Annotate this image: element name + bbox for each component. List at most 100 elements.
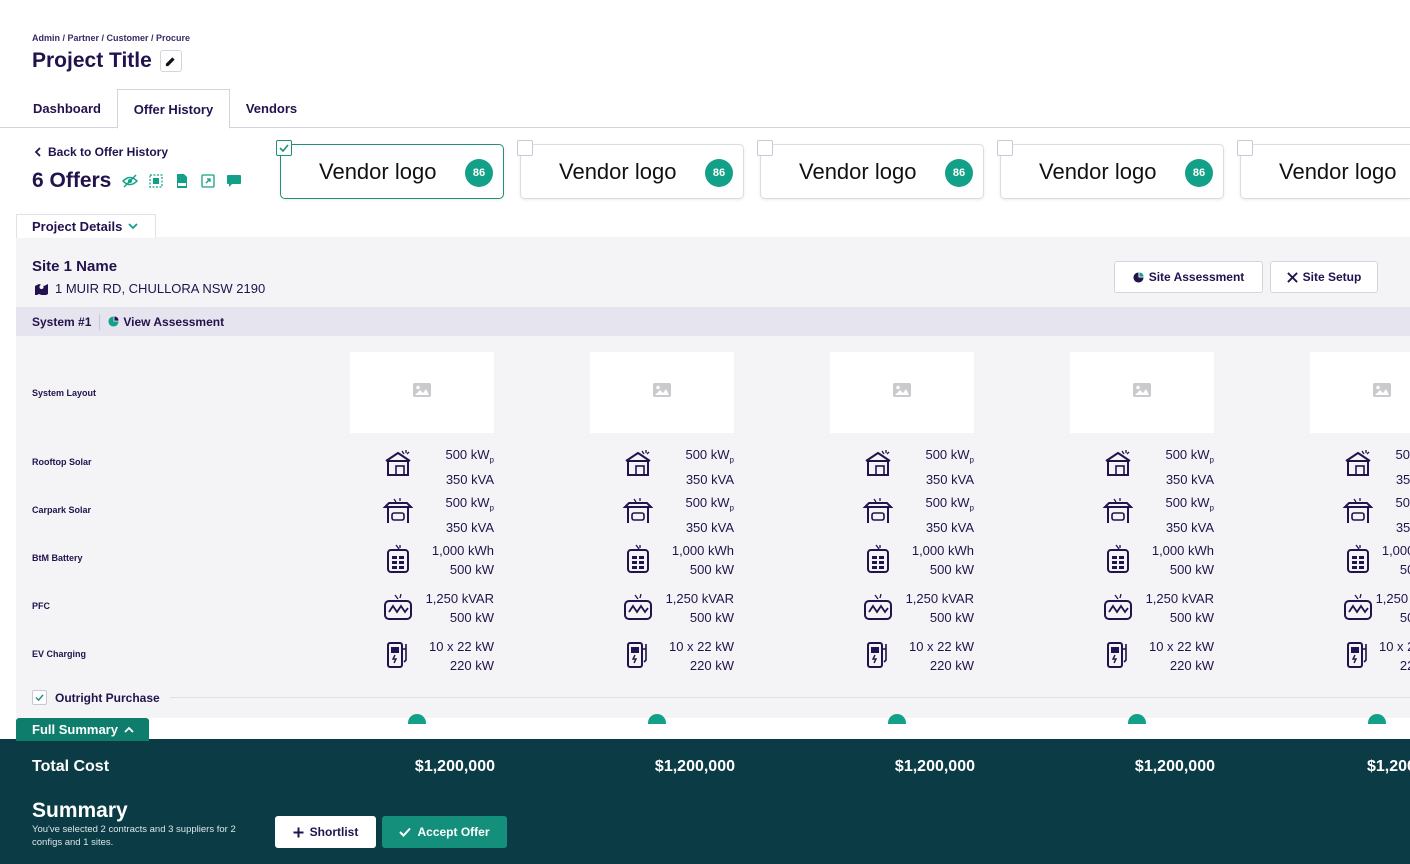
vendor-card[interactable]: Vendor logo (1240, 144, 1410, 199)
tab-vendors[interactable]: Vendors (245, 101, 298, 116)
spec-line-1: 1,250 kVAR (1145, 591, 1214, 606)
page-title: Project Title (32, 49, 152, 72)
vendor-card[interactable]: Vendor logo 86 (1000, 144, 1224, 199)
house-solar-icon (1341, 448, 1375, 478)
spec-line-2: 220 kW (689, 658, 734, 673)
spec-line-2: 350 kVA (445, 471, 494, 487)
map-icon (35, 284, 48, 295)
spec-line-2: 220 kW (1399, 658, 1410, 673)
site-assessment-button[interactable]: Site Assessment (1114, 261, 1263, 293)
spec-line-1: 1,000 kWh (911, 543, 974, 558)
system-layout-image[interactable] (830, 352, 974, 433)
spec-line-1: 10 x 22 kW (908, 639, 974, 654)
pfc-icon (861, 592, 895, 622)
score-badge: 86 (465, 159, 493, 187)
vendor-select-checkbox[interactable] (997, 140, 1013, 156)
vendor-card[interactable]: Vendor logo 86 (520, 144, 744, 199)
accept-offer-button[interactable]: Accept Offer (382, 816, 507, 848)
outright-purchase-label: Outright Purchase (55, 690, 160, 705)
back-to-offer-history-link[interactable]: Back to Offer History (34, 145, 168, 159)
vendor-select-checkbox[interactable] (517, 140, 533, 156)
spec-value: 1,000 kWh 500 kW (1344, 541, 1410, 579)
spec-line-2: 220 kW (1169, 658, 1214, 673)
ev-charger-icon (1101, 640, 1135, 670)
pdf-icon[interactable] (173, 172, 191, 190)
spec-line-1: 1,000 kWh (1151, 543, 1214, 558)
comment-icon[interactable] (225, 172, 243, 190)
total-cost-label: Total Cost (32, 758, 110, 775)
system-layout-image[interactable] (590, 352, 734, 433)
spec-value: 10 x 22 kW 220 kW (624, 637, 734, 675)
check-icon (35, 694, 44, 701)
image-placeholder-icon (652, 382, 672, 403)
spec-value: 1,250 kVAR 500 kW (624, 589, 734, 627)
vendor-select-checkbox[interactable] (1237, 140, 1253, 156)
spec-value: 10 x 22 kW 220 kW (1104, 637, 1214, 675)
offers-count-title: 6 Offers (32, 169, 112, 192)
spec-value: 500 kWp 350 kVA (624, 493, 734, 537)
edit-title-button[interactable] (159, 50, 182, 72)
spec-line-1: 1,000 kWh (431, 543, 494, 558)
spec-line-1: 10 x 22 kW (1148, 639, 1214, 654)
vendor-card[interactable]: Vendor logo 86 (280, 144, 504, 199)
system-bar: System #1 View Assessment (16, 307, 1410, 336)
spec-line-1: 500 kWp (685, 447, 734, 465)
export-icon[interactable] (199, 172, 217, 190)
total-cost-value: $1,200,000 (1134, 758, 1215, 775)
outright-purchase-checkbox[interactable] (32, 690, 47, 705)
outright-purchase-option[interactable]: Outright Purchase (32, 690, 160, 705)
spec-line-2: 500 kW (449, 610, 494, 625)
system-layout-image[interactable] (1070, 352, 1214, 433)
shortlist-button[interactable]: Shortlist (275, 816, 376, 848)
spec-line-1: 500 kWp (1165, 447, 1214, 465)
vendor-select-checkbox[interactable] (757, 140, 773, 156)
carport-solar-icon (1341, 496, 1375, 526)
spec-value: 1,250 kVAR 500 kW (1104, 589, 1214, 627)
full-summary-label: Full Summary (32, 722, 118, 737)
pie-chart-icon (1133, 271, 1144, 283)
image-placeholder-icon (1372, 382, 1392, 403)
system-layout-image[interactable] (1310, 352, 1410, 433)
spec-line-2: 350 kVA (1395, 471, 1410, 487)
spec-value: 500 kWp 350 kVA (864, 493, 974, 537)
battery-icon (621, 544, 655, 574)
select-icon[interactable] (147, 172, 165, 190)
spec-line-2: 500 kW (1399, 610, 1410, 625)
spec-line-2: 500 kW (929, 562, 974, 577)
chevron-left-icon (34, 147, 41, 157)
spec-value: 1,000 kWh 500 kW (864, 541, 974, 579)
spec-value: 1,250 kVAR 500 kW (864, 589, 974, 627)
spec-value: 1,000 kWh 500 kW (384, 541, 494, 579)
ev-charger-icon (621, 640, 655, 670)
tab-offer-history[interactable]: Offer History (117, 89, 230, 129)
spec-line-1: 500 kWp (1395, 495, 1410, 510)
spec-value: 500 kWp 350 kVA (864, 445, 974, 489)
site-setup-button[interactable]: Site Setup (1270, 261, 1378, 293)
view-assessment-link[interactable]: View Assessment (108, 315, 224, 329)
summary-title: Summary (32, 799, 128, 822)
spec-value: 500 kWp 350 kVA (1344, 445, 1410, 489)
battery-icon (381, 544, 415, 574)
spec-value: 10 x 22 kW 220 kW (1344, 637, 1410, 675)
vendor-card[interactable]: Vendor logo 86 (760, 144, 984, 199)
shortlist-label: Shortlist (309, 825, 359, 839)
battery-icon (861, 544, 895, 574)
spec-line-1: 1,250 kVAR (1375, 591, 1410, 606)
house-solar-icon (861, 448, 895, 478)
system-layout-image[interactable] (350, 352, 494, 433)
house-solar-icon (1101, 448, 1135, 478)
project-details-toggle[interactable]: Project Details (16, 214, 156, 238)
tools-icon (1286, 271, 1298, 283)
spec-line-2: 350 kVA (685, 519, 734, 535)
total-cost-value: $1,200,000 (414, 758, 495, 775)
total-cost-value: $1,200,000 (654, 758, 735, 775)
image-placeholder-icon (892, 382, 912, 403)
full-summary-toggle[interactable]: Full Summary (16, 718, 149, 741)
divider (170, 697, 1410, 698)
spec-line-1: 10 x 22 kW (428, 639, 494, 654)
tab-dashboard[interactable]: Dashboard (33, 101, 101, 116)
vendor-logo: Vendor logo (1279, 159, 1397, 184)
hide-icon[interactable] (121, 172, 139, 190)
spec-value: 1,000 kWh 500 kW (1104, 541, 1214, 579)
vendor-select-checkbox[interactable] (276, 140, 292, 156)
